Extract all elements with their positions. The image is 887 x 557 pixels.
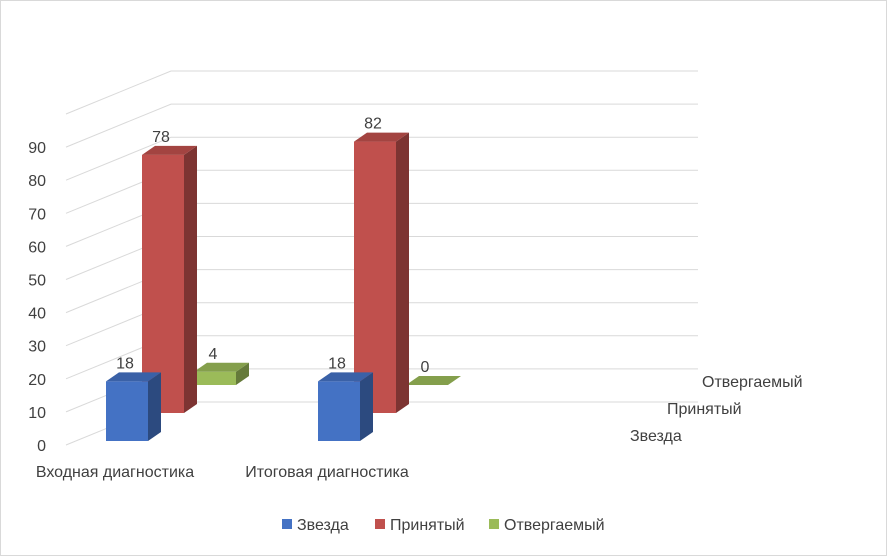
depth-axis-labels: Отвергаемый Принятый Звезда — [630, 374, 803, 445]
x-axis-categories: Входная диагностика Итоговая диагностика — [36, 464, 409, 481]
legend-label: Звезда — [297, 517, 349, 534]
y-tick-label: 0 — [37, 438, 46, 455]
y-tick-label: 20 — [28, 372, 46, 389]
bar-value-label: 4 — [209, 346, 218, 363]
legend: Звезда Принятый Отвергаемый — [282, 517, 605, 534]
bar-value-label: 78 — [152, 129, 170, 146]
bar — [406, 376, 461, 385]
legend-label: Отвергаемый — [504, 517, 605, 534]
y-tick-label: 60 — [28, 239, 46, 256]
bar-value-label: 82 — [364, 116, 382, 133]
y-tick-label: 90 — [28, 140, 46, 157]
bar — [106, 372, 161, 441]
y-tick-label: 80 — [28, 173, 46, 190]
bar-value-label: 0 — [421, 359, 430, 376]
legend-swatch — [282, 519, 292, 529]
bar — [318, 372, 373, 441]
depth-axis-label: Принятый — [667, 401, 742, 418]
depth-axis-label: Отвергаемый — [702, 374, 803, 391]
legend-label: Принятый — [390, 517, 465, 534]
legend-swatch — [489, 519, 499, 529]
x-category-label: Входная диагностика — [36, 464, 194, 481]
y-tick-label: 70 — [28, 206, 46, 223]
bar-value-label: 18 — [116, 355, 134, 372]
x-category-label: Итоговая диагностика — [245, 464, 409, 481]
legend-swatch — [375, 519, 385, 529]
y-tick-label: 50 — [28, 273, 46, 290]
y-tick-label: 40 — [28, 306, 46, 323]
bar — [194, 363, 249, 385]
bar — [354, 133, 409, 413]
bar-value-label: 18 — [328, 355, 346, 372]
y-tick-label: 10 — [28, 405, 46, 422]
gridline — [66, 71, 698, 114]
y-tick-label: 30 — [28, 339, 46, 356]
depth-axis-label: Звезда — [630, 428, 682, 445]
y-axis-ticks: 0 10 20 30 40 50 60 70 80 90 — [28, 140, 46, 455]
bars — [106, 133, 461, 441]
